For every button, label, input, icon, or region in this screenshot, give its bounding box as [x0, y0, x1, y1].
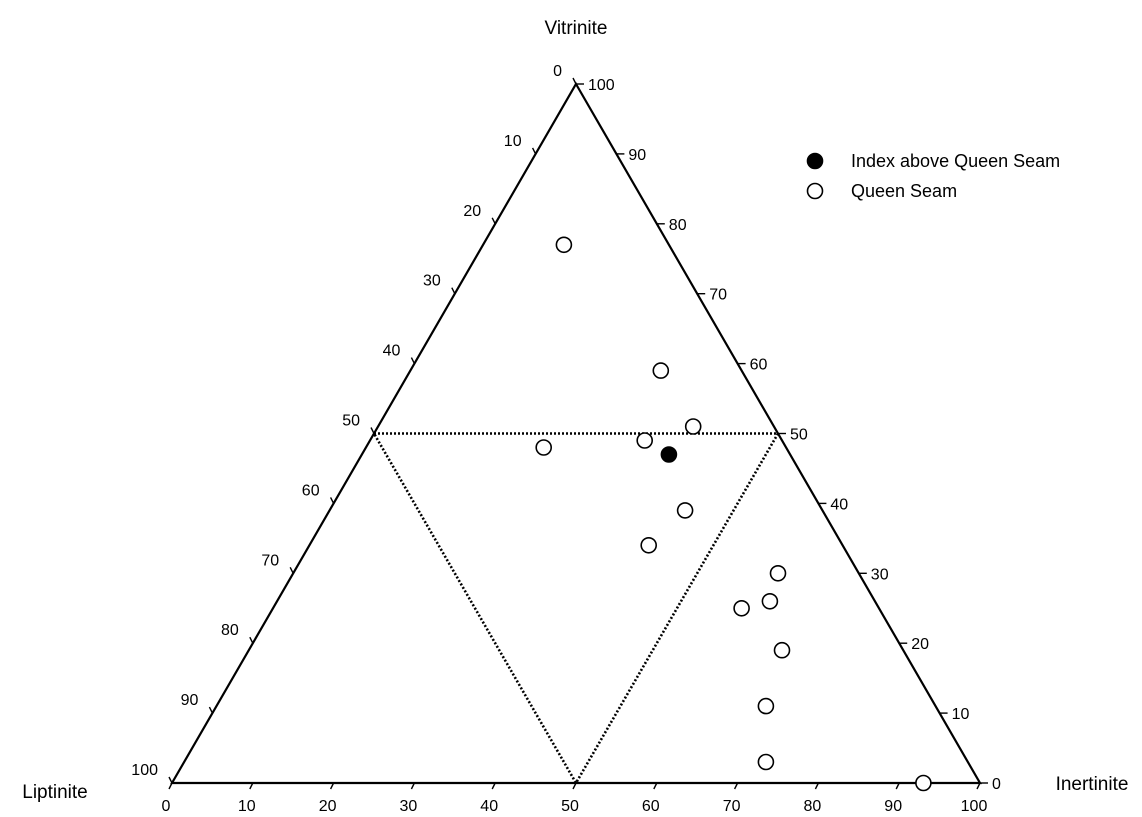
- inertinite-tick-label: 80: [804, 798, 822, 815]
- data-point-queen-seam: [757, 697, 775, 715]
- data-point-queen-seam: [915, 774, 932, 792]
- inertinite-tick-label: 100: [961, 798, 988, 815]
- inertinite-tick: [410, 782, 416, 790]
- inertinite-tick: [168, 782, 173, 790]
- vitrinite-tick-label: 70: [709, 287, 727, 304]
- data-point-queen-seam: [773, 641, 791, 659]
- vitrinite-tick-label: 60: [750, 357, 768, 374]
- liptinite-tick-label: 80: [221, 622, 239, 639]
- inertinite-tick-label: 30: [400, 798, 418, 815]
- guide-triangle: [371, 432, 781, 786]
- liptinite-tick: [249, 636, 254, 644]
- data-points: [535, 236, 932, 792]
- inertinite-tick: [249, 782, 254, 790]
- liptinite-tick-label: 40: [383, 343, 401, 360]
- inertinite-tick-label: 10: [238, 798, 256, 815]
- liptinite-tick: [208, 706, 214, 714]
- data-point-queen-seam: [636, 432, 654, 449]
- inertinite-tick-label: 20: [319, 798, 337, 815]
- vitrinite-tick-label: 30: [871, 566, 889, 583]
- liptinite-tick-label: 90: [181, 692, 199, 709]
- axis-ticks: 0102030405060708090100010203040506070809…: [131, 63, 1001, 815]
- legend: Index above Queen Seam Queen Seam: [806, 151, 1060, 201]
- liptinite-tick-label: 100: [131, 762, 158, 779]
- liptinite-tick-label: 0: [553, 63, 562, 80]
- liptinite-tick-label: 70: [261, 552, 279, 569]
- liptinite-tick-label: 30: [423, 273, 441, 290]
- inertinite-tick-label: 40: [480, 798, 498, 815]
- legend-label-index-above-queen-seam: Index above Queen Seam: [851, 151, 1060, 171]
- inertinite-tick-label: 0: [162, 798, 171, 815]
- liptinite-tick: [370, 427, 375, 434]
- data-point-queen-seam: [555, 236, 573, 254]
- data-point-queen-seam: [652, 362, 670, 379]
- liptinite-tick-label: 20: [463, 203, 481, 220]
- inertinite-tick-label: 60: [642, 798, 660, 815]
- data-point-queen-seam: [769, 564, 787, 582]
- liptinite-tick: [168, 776, 173, 784]
- data-point-queen-seam: [640, 536, 658, 554]
- inertinite-tick: [653, 782, 658, 790]
- vitrinite-tick-label: 100: [588, 77, 615, 94]
- vitrinite-tick-label: 20: [911, 636, 929, 653]
- data-point-queen-seam: [733, 599, 750, 617]
- inertinite-tick-label: 50: [561, 798, 579, 815]
- inertinite-tick: [329, 782, 335, 790]
- inertinite-tick: [572, 782, 577, 790]
- liptinite-tick: [572, 77, 577, 85]
- vitrinite-tick-label: 10: [952, 706, 970, 723]
- vitrinite-tick-label: 80: [669, 217, 687, 234]
- liptinite-tick: [410, 357, 416, 364]
- legend-marker-open: [806, 182, 824, 200]
- data-point-queen-seam: [676, 502, 694, 519]
- data-point-queen-seam: [757, 753, 775, 771]
- inertinite-tick: [733, 782, 739, 790]
- legend-label-queen-seam: Queen Seam: [851, 181, 957, 201]
- vitrinite-tick-label: 50: [790, 427, 808, 444]
- data-point-queen-seam: [761, 592, 779, 610]
- liptinite-tick: [491, 217, 496, 225]
- inertinite-axis-title: Inertinite: [1056, 774, 1129, 795]
- inertinite-tick: [491, 782, 496, 790]
- liptinite-axis-title: Liptinite: [22, 782, 88, 803]
- inertinite-tick: [814, 782, 820, 790]
- legend-marker-filled: [806, 152, 824, 170]
- liptinite-tick: [289, 566, 294, 574]
- liptinite-tick-label: 10: [504, 133, 522, 150]
- liptinite-tick: [329, 497, 335, 504]
- liptinite-tick-label: 50: [342, 413, 360, 430]
- vitrinite-tick-label: 40: [830, 496, 848, 513]
- vitrinite-axis-title: Vitrinite: [544, 18, 607, 39]
- inertinite-tick-label: 90: [884, 798, 902, 815]
- guide-triangle-outline: [371, 432, 781, 786]
- data-point-queen-seam: [684, 418, 702, 435]
- liptinite-tick: [531, 147, 537, 155]
- vitrinite-tick-label: 90: [628, 147, 646, 164]
- data-point-index-above-queen-seam: [660, 446, 678, 463]
- data-point-queen-seam: [535, 439, 553, 456]
- inertinite-tick: [976, 782, 981, 790]
- liptinite-tick-label: 60: [302, 482, 320, 499]
- liptinite-tick: [451, 287, 456, 295]
- inertinite-tick: [895, 782, 900, 790]
- inertinite-tick-label: 70: [723, 798, 741, 815]
- vitrinite-tick-label: 0: [992, 776, 1001, 793]
